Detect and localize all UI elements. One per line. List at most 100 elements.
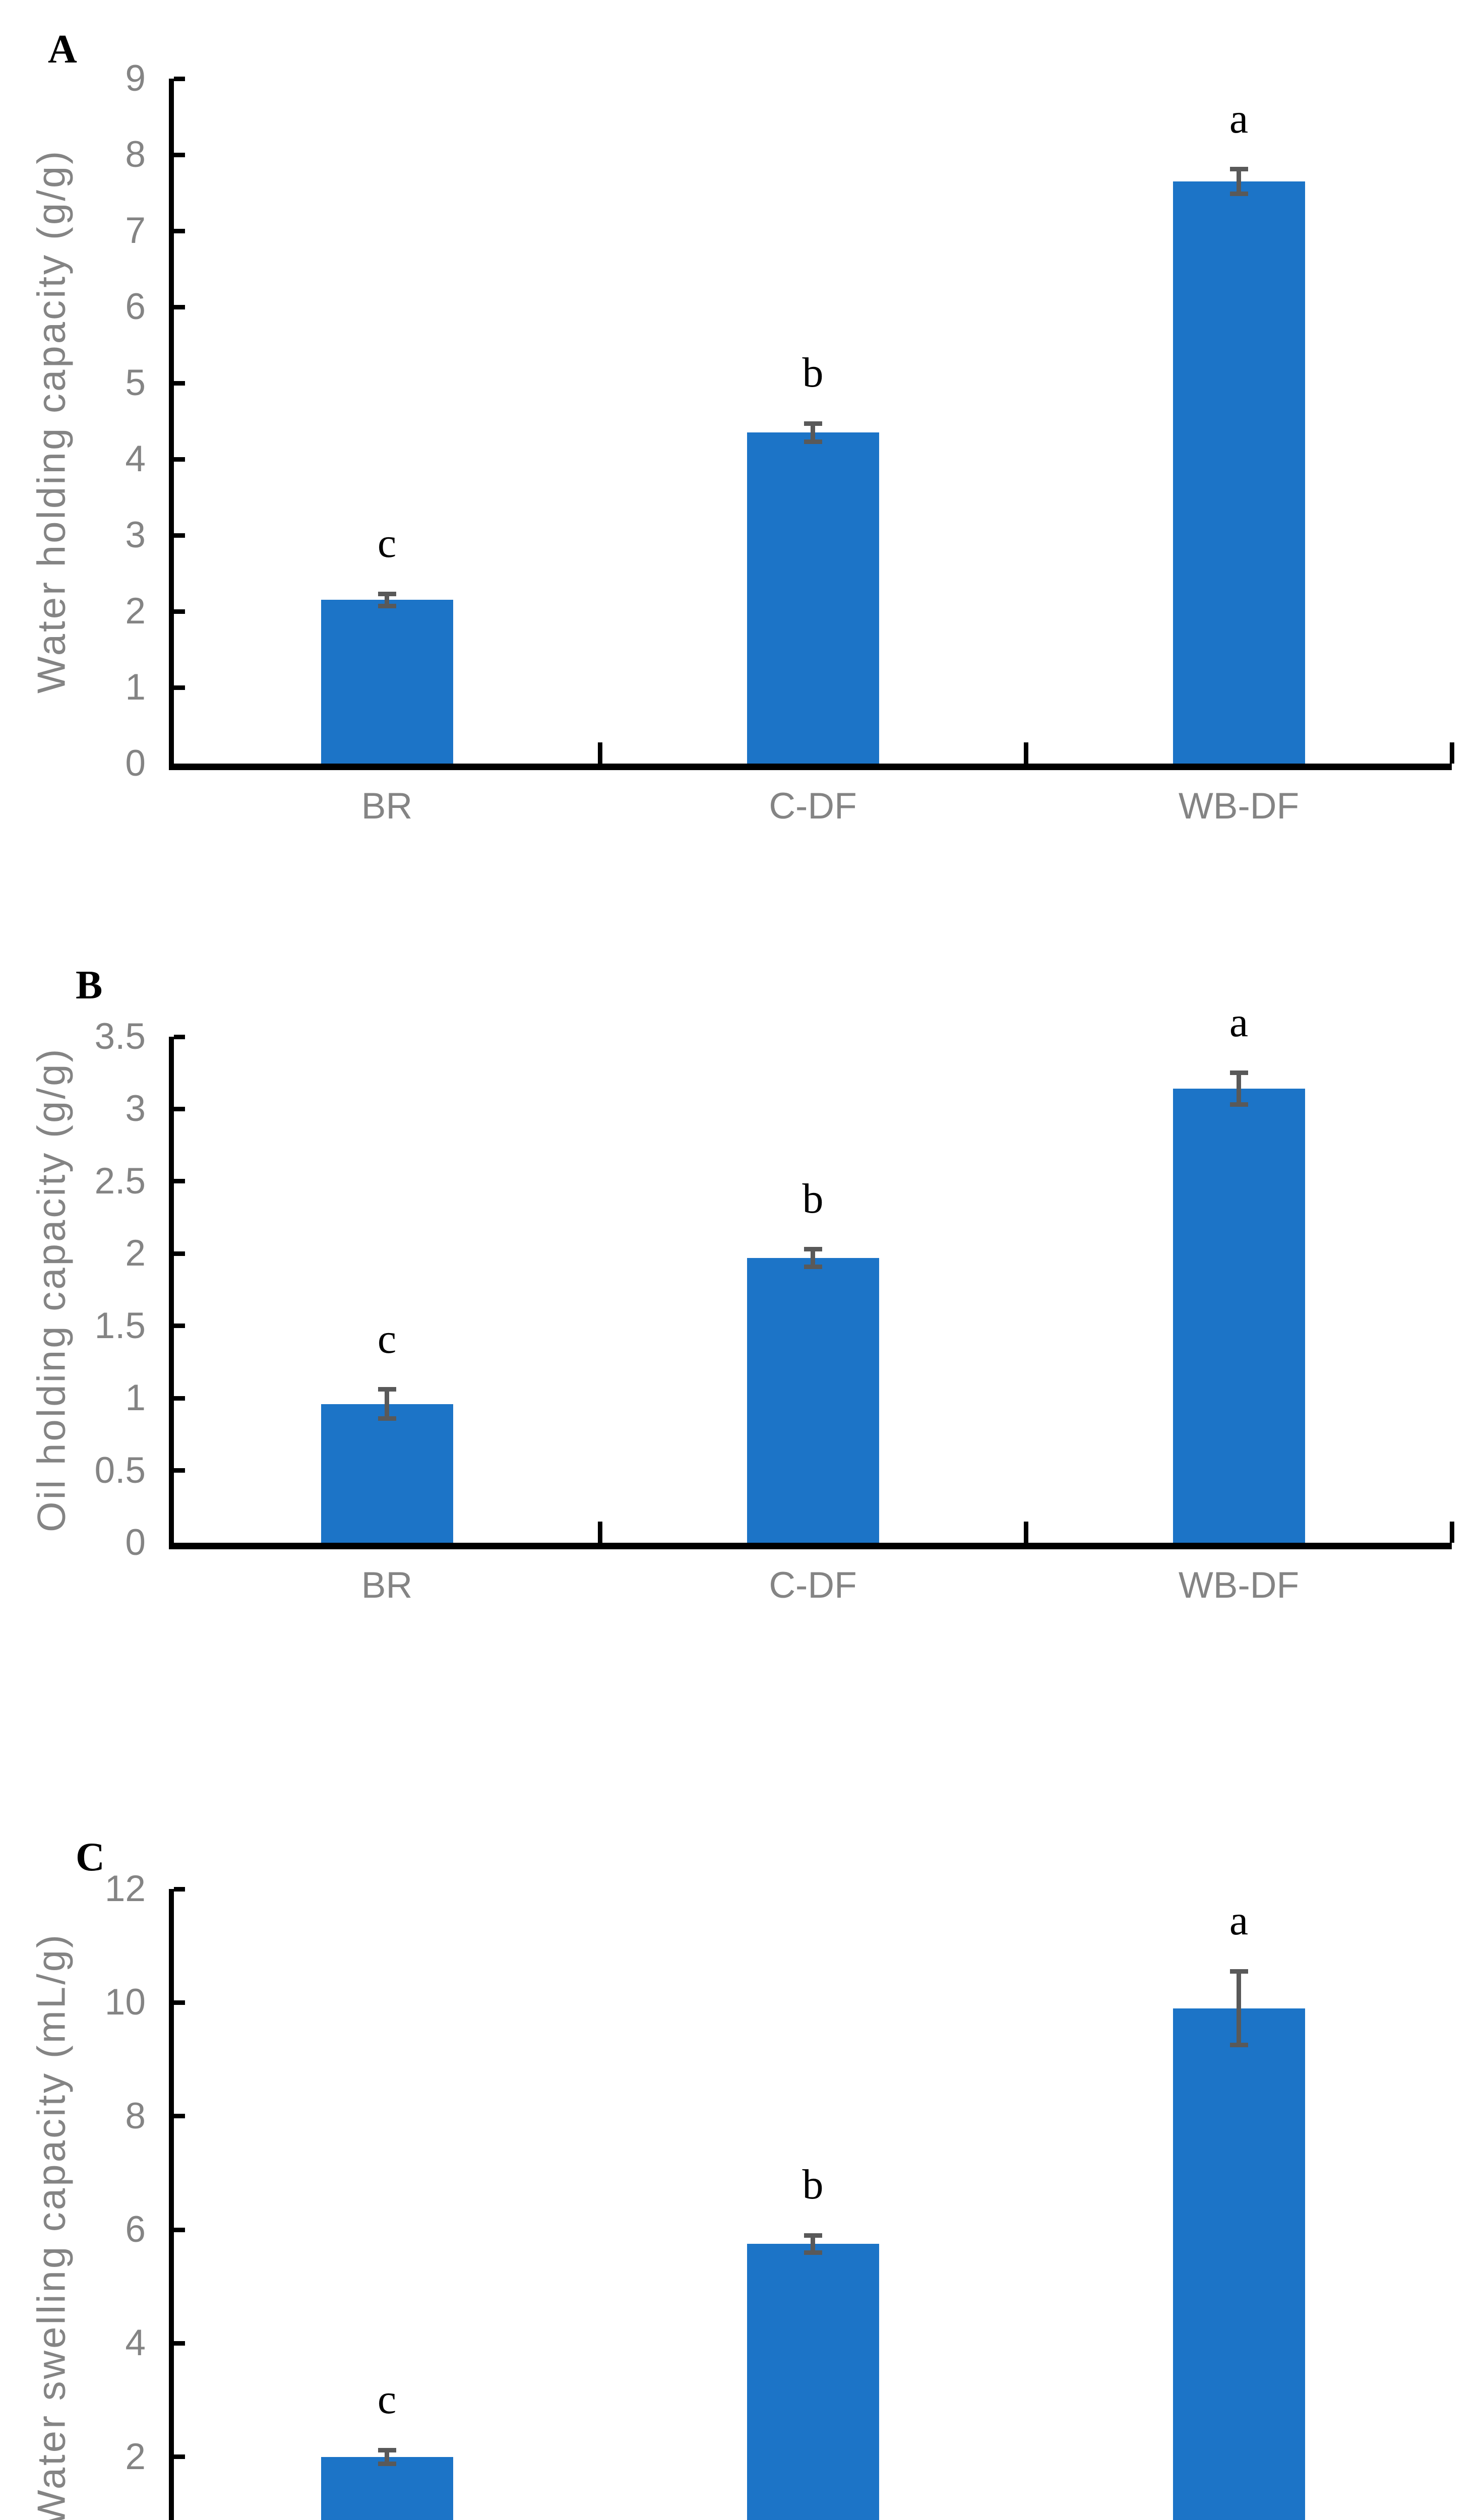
bar-WB-DF <box>1173 1089 1305 1543</box>
error-bar-cap-top <box>378 591 396 596</box>
error-bar-cap-top <box>1229 1969 1248 1974</box>
y-tick <box>174 2000 185 2005</box>
y-tick <box>174 1034 185 1039</box>
y-tick <box>174 2454 185 2460</box>
y-axis-title: Oil holding capacity (g/g) <box>29 1047 74 1533</box>
y-axis <box>169 1037 174 1549</box>
y-tick-label: 6 <box>125 2209 146 2250</box>
y-tick <box>174 2341 185 2346</box>
bar-C-DF <box>747 2244 879 2520</box>
x-tick <box>1023 742 1028 764</box>
error-bar-line <box>811 1249 815 1267</box>
plot-area: 0 1 2 3 4 5 6 7 8 9 c BR b C-DF a WB-DF <box>125 58 1454 825</box>
y-tick-label: 9 <box>125 58 146 99</box>
y-tick-label: 12 <box>104 1868 146 1909</box>
y-tick-label: 10 <box>104 1982 146 2023</box>
bar-BR <box>321 600 453 764</box>
y-tick-label: 1.5 <box>94 1305 146 1346</box>
y-tick <box>174 1106 185 1111</box>
y-tick-label: 0.5 <box>94 1450 146 1491</box>
error-bar-cap-bottom <box>378 603 396 608</box>
error-bar-cap-bottom <box>1229 191 1248 196</box>
bar-BR <box>321 1404 453 1543</box>
error-bar-line <box>1237 169 1241 194</box>
y-tick <box>174 685 185 690</box>
error-bar-cap-top <box>804 1247 822 1252</box>
y-tick-label: 1 <box>125 1377 146 1419</box>
y-tick <box>174 533 185 538</box>
panel-letter: B <box>76 963 103 1007</box>
error-bar-cap-bottom <box>378 2461 396 2466</box>
y-tick <box>174 304 185 309</box>
significance-letter: b <box>802 1175 824 1222</box>
y-tick-label: 3 <box>125 515 146 555</box>
error-bar-line <box>385 594 389 606</box>
bar-C-DF <box>747 1257 879 1543</box>
error-bar-line <box>811 423 815 442</box>
significance-letter: b <box>802 2161 824 2209</box>
bar-WB-DF <box>1173 181 1305 764</box>
error-bar-cap-top <box>804 421 822 426</box>
x-tick <box>597 742 602 764</box>
significance-letter: a <box>1229 95 1249 142</box>
y-tick <box>174 609 185 614</box>
y-tick-label: 5 <box>125 362 146 403</box>
y-tick <box>174 1179 185 1184</box>
error-bar-cap-bottom <box>378 1416 396 1421</box>
y-tick <box>174 76 185 81</box>
x-tick-label: BR <box>361 1565 413 1606</box>
bar-BR <box>321 2456 453 2520</box>
y-axis-title: Water holding capacity (g/g) <box>29 149 74 694</box>
x-tick <box>1023 1522 1028 1543</box>
y-tick-label: 8 <box>125 2095 146 2136</box>
y-tick-label: 3.5 <box>94 1016 146 1057</box>
error-bar-cap-top <box>378 1387 396 1392</box>
error-bar-line <box>385 2450 389 2464</box>
error-bar-cap-top <box>378 2447 396 2452</box>
y-tick <box>174 228 185 233</box>
x-tick-label: C-DF <box>769 786 857 827</box>
error-bar-line <box>385 1389 389 1419</box>
y-tick <box>174 1396 185 1401</box>
y-tick-label: 1 <box>125 667 146 708</box>
x-tick-label: WB-DF <box>1178 786 1300 827</box>
y-tick-label: 2.5 <box>94 1160 146 1202</box>
error-bar-line <box>811 2235 815 2253</box>
y-tick <box>174 1324 185 1329</box>
error-bar-cap-bottom <box>1229 1102 1248 1107</box>
y-tick <box>174 152 185 157</box>
error-bar-cap-top <box>804 2233 822 2238</box>
plot-area: 0 0.5 1 1.5 2 2.5 3 3.5 c BR b C-DF a WB-DF <box>95 1001 1454 1604</box>
error-bar-cap-top <box>1229 167 1248 172</box>
significance-letter: c <box>377 1315 397 1362</box>
y-axis <box>169 1889 174 2520</box>
x-tick <box>597 1522 602 1543</box>
significance-letter: a <box>1229 1897 1249 1944</box>
panel-letter: C <box>76 1835 105 1879</box>
error-bar-line <box>1237 1073 1241 1105</box>
x-tick <box>1449 742 1454 764</box>
x-tick-label: BR <box>361 786 413 827</box>
significance-letter: c <box>377 2376 397 2423</box>
y-tick <box>174 457 185 462</box>
error-bar-line <box>1237 1971 1241 2045</box>
y-tick <box>174 2227 185 2232</box>
significance-letter: a <box>1229 998 1249 1046</box>
x-tick-label: C-DF <box>769 1565 857 1606</box>
bar-WB-DF <box>1173 2008 1305 2520</box>
error-bar-cap-bottom <box>1229 2043 1248 2048</box>
y-tick-label: 8 <box>125 134 146 175</box>
y-tick <box>174 1251 185 1256</box>
y-axis <box>169 79 174 770</box>
y-axis-title: Water swelling capacity (mL/g) <box>29 1932 74 2520</box>
y-tick-label: 2 <box>125 1233 146 1274</box>
error-bar-cap-bottom <box>804 1264 822 1269</box>
y-tick-label: 4 <box>125 438 146 479</box>
bar-C-DF <box>747 432 879 764</box>
y-tick-label: 7 <box>125 210 146 251</box>
x-tick <box>1449 1522 1454 1543</box>
